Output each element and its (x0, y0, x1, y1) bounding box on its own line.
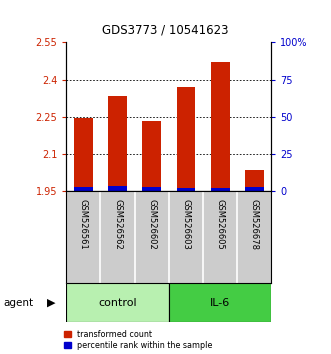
Text: GSM526603: GSM526603 (181, 199, 190, 250)
Bar (108, 96, 127, 191)
Bar (142, 120, 161, 191)
Bar (176, 87, 195, 191)
Bar (142, 187, 161, 191)
Text: GSM526605: GSM526605 (215, 199, 225, 249)
Bar (211, 62, 229, 191)
Text: GSM526561: GSM526561 (79, 199, 88, 249)
Text: ▶: ▶ (47, 298, 56, 308)
Text: IL-6: IL-6 (210, 298, 230, 308)
Bar (66, 283, 169, 322)
Bar (211, 188, 229, 191)
Text: agent: agent (3, 298, 33, 308)
Bar (169, 283, 271, 322)
Text: GSM526562: GSM526562 (113, 199, 122, 249)
Bar (74, 187, 93, 191)
Text: GSM526678: GSM526678 (250, 199, 259, 250)
Bar (108, 186, 127, 191)
Text: GDS3773 / 10541623: GDS3773 / 10541623 (102, 23, 229, 36)
Text: GSM526602: GSM526602 (147, 199, 156, 249)
Bar (245, 170, 264, 191)
Text: control: control (98, 298, 137, 308)
Bar (74, 118, 93, 191)
Bar (245, 188, 264, 191)
Bar (176, 188, 195, 191)
Legend: transformed count, percentile rank within the sample: transformed count, percentile rank withi… (64, 330, 213, 350)
